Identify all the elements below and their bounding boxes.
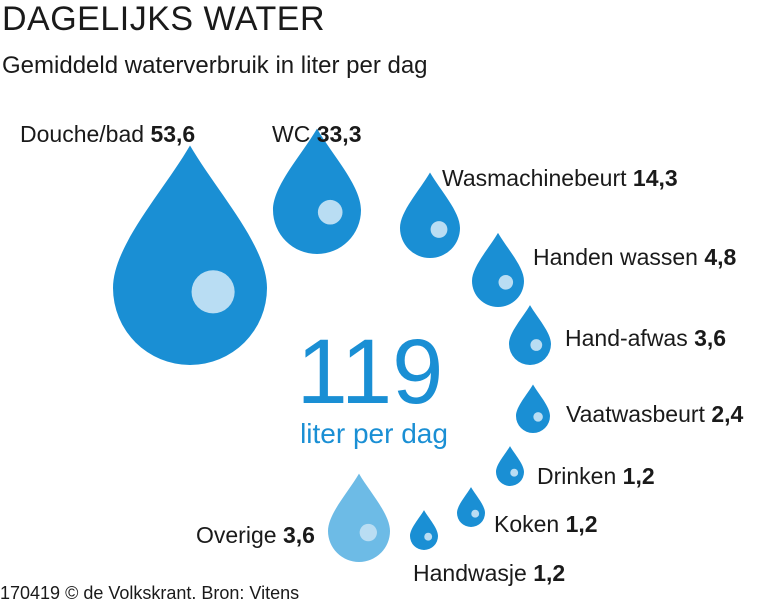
label-value-handen-wassen: 4,8 — [704, 244, 736, 270]
label-value-handwasje: 1,2 — [533, 560, 565, 586]
drop-handwasje — [410, 510, 438, 550]
label-name-wasmachinebeurt: Wasmachinebeurt — [442, 165, 633, 191]
drop-highlight-koken — [471, 509, 480, 518]
drop-highlight-douche-bad — [191, 270, 235, 314]
label-douche-bad: Douche/bad 53,6 — [20, 121, 195, 147]
drop-highlight-wasmachinebeurt — [430, 221, 448, 238]
label-overige: Overige 3,6 — [196, 522, 315, 548]
label-drinken: Drinken 1,2 — [537, 463, 655, 489]
drop-handen-wassen — [472, 232, 524, 307]
label-wc: WC 33,3 — [272, 121, 361, 147]
label-name-overige: Overige — [196, 522, 283, 548]
drop-highlight-wc — [317, 199, 343, 225]
chart-title: DAGELIJKS WATER — [2, 0, 325, 38]
label-name-vaatwasbeurt: Vaatwasbeurt — [566, 401, 711, 427]
label-name-koken: Koken — [494, 511, 566, 537]
drop-vaatwasbeurt — [516, 384, 550, 434]
drop-douche-bad — [112, 145, 268, 366]
label-value-hand-afwas: 3,6 — [694, 325, 726, 351]
label-value-wc: 33,3 — [317, 121, 362, 147]
drop-highlight-handwasje — [424, 532, 433, 541]
label-koken: Koken 1,2 — [494, 511, 598, 537]
label-value-vaatwasbeurt: 2,4 — [711, 401, 743, 427]
drop-overige — [328, 473, 390, 562]
drop-drinken — [496, 446, 524, 486]
drop-highlight-hand-afwas — [530, 339, 543, 351]
label-name-hand-afwas: Hand-afwas — [565, 325, 694, 351]
drop-highlight-overige — [359, 523, 377, 542]
label-handwasje: Handwasje 1,2 — [413, 560, 565, 586]
drop-koken — [457, 487, 485, 527]
label-name-drinken: Drinken — [537, 463, 623, 489]
label-wasmachinebeurt: Wasmachinebeurt 14,3 — [442, 165, 678, 191]
chart-subtitle: Gemiddeld waterverbruik in liter per dag — [2, 52, 428, 79]
label-value-douche-bad: 53,6 — [150, 121, 195, 147]
label-value-overige: 3,6 — [283, 522, 315, 548]
label-value-wasmachinebeurt: 14,3 — [633, 165, 678, 191]
drop-wasmachinebeurt — [400, 172, 460, 258]
label-name-douche-bad: Douche/bad — [20, 121, 150, 147]
label-name-handen-wassen: Handen wassen — [533, 244, 704, 270]
source-footer: 170419 © de Volkskrant. Bron: Vitens — [0, 583, 300, 603]
label-name-handwasje: Handwasje — [413, 560, 533, 586]
drop-highlight-drinken — [510, 468, 519, 477]
drop-highlight-handen-wassen — [498, 275, 514, 290]
label-name-wc: WC — [272, 121, 317, 147]
total-value: 119 — [297, 321, 444, 423]
label-hand-afwas: Hand-afwas 3,6 — [565, 325, 726, 351]
label-value-koken: 1,2 — [566, 511, 598, 537]
label-value-drinken: 1,2 — [623, 463, 655, 489]
drop-highlight-vaatwasbeurt — [533, 412, 543, 422]
label-vaatwasbeurt: Vaatwasbeurt 2,4 — [566, 401, 744, 427]
label-handen-wassen: Handen wassen 4,8 — [533, 244, 737, 270]
drop-wc — [273, 128, 361, 254]
drop-hand-afwas — [509, 305, 551, 365]
total-unit: liter per dag — [300, 418, 448, 449]
